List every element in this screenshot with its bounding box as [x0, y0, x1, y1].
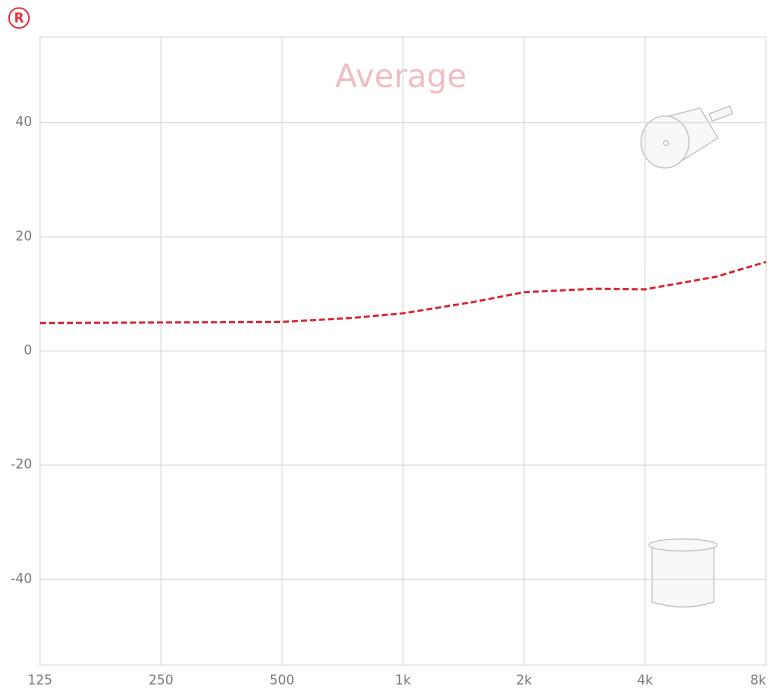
x-tick-label: 500 — [270, 674, 295, 689]
ear-badge — [8, 7, 30, 29]
data-line — [39, 260, 767, 325]
x-tick-label: 4k — [637, 674, 653, 689]
x-tick-label: 250 — [149, 674, 174, 689]
insert-icon — [648, 538, 718, 608]
x-tick-label: 1k — [395, 674, 411, 689]
x-tick-label: 8k — [750, 674, 766, 689]
y-tick-label: 0 — [24, 344, 32, 359]
ear-label: R — [14, 12, 24, 27]
x-tick-label: 2k — [516, 674, 532, 689]
chart-title: Average — [335, 57, 466, 95]
y-tick-label: 20 — [15, 229, 32, 244]
x-tick-label: 125 — [28, 674, 53, 689]
y-tick-label: -20 — [11, 458, 32, 473]
y-tick-label: -40 — [11, 572, 32, 587]
y-tick-label: 40 — [15, 115, 32, 130]
